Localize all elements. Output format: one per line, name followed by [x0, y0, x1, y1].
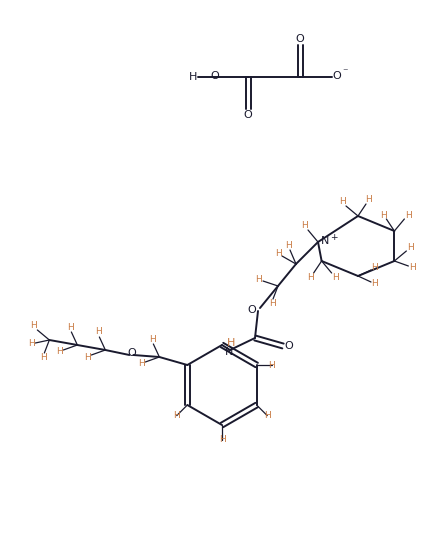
Text: H: H: [67, 322, 74, 331]
Text: H: H: [275, 248, 281, 258]
Text: H: H: [173, 411, 180, 420]
Text: H: H: [380, 211, 387, 219]
Text: H: H: [84, 353, 91, 362]
Text: H: H: [40, 354, 47, 363]
Text: H: H: [189, 72, 197, 82]
Text: H: H: [332, 273, 339, 281]
Text: H: H: [366, 196, 372, 204]
Text: O: O: [332, 71, 341, 81]
Text: H: H: [28, 340, 35, 349]
Text: H: H: [219, 436, 225, 445]
Text: H: H: [95, 328, 102, 336]
Text: H: H: [409, 264, 416, 273]
Text: H: H: [269, 300, 276, 308]
Text: H: H: [227, 338, 235, 348]
Text: O: O: [296, 34, 304, 44]
Text: H: H: [149, 335, 156, 343]
Text: O: O: [244, 110, 252, 120]
Text: H: H: [264, 411, 271, 420]
Text: H: H: [339, 197, 345, 206]
Text: H: H: [30, 321, 37, 330]
Text: H: H: [138, 360, 145, 369]
Text: O: O: [127, 348, 136, 358]
Text: H: H: [268, 361, 275, 370]
Text: N: N: [225, 347, 233, 357]
Text: H: H: [372, 280, 379, 288]
Text: H: H: [56, 348, 63, 356]
Text: H: H: [307, 273, 314, 281]
Text: H: H: [286, 240, 293, 250]
Text: H: H: [302, 222, 308, 231]
Text: +: +: [330, 232, 337, 241]
Text: H: H: [407, 243, 414, 252]
Text: O: O: [211, 71, 220, 81]
Text: ⁻: ⁻: [342, 67, 348, 77]
Text: H: H: [405, 211, 412, 219]
Text: H: H: [256, 274, 263, 284]
Text: H: H: [372, 264, 379, 273]
Text: O: O: [247, 305, 256, 315]
Text: O: O: [284, 341, 293, 351]
Text: N: N: [321, 236, 329, 246]
